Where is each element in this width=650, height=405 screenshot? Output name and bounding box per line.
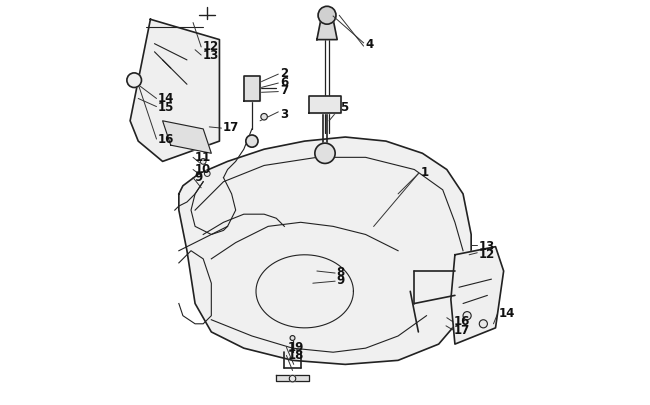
Circle shape [246,136,258,148]
Text: 12: 12 [202,40,218,53]
Polygon shape [276,375,309,381]
Text: 13: 13 [202,49,218,62]
Circle shape [463,312,471,320]
Polygon shape [130,20,220,162]
Text: 19: 19 [288,340,304,353]
Text: 4: 4 [365,38,374,51]
Text: 9: 9 [194,171,203,184]
Circle shape [289,375,296,382]
Circle shape [290,336,295,341]
Text: 1: 1 [421,166,428,179]
Text: 2: 2 [280,66,289,79]
Circle shape [261,114,267,121]
Text: 3: 3 [280,108,289,121]
Circle shape [479,320,488,328]
Text: 13: 13 [478,239,495,252]
Text: 14: 14 [499,306,515,319]
Circle shape [315,144,335,164]
Text: 16: 16 [158,132,174,145]
Text: 15: 15 [158,100,174,113]
Polygon shape [179,138,471,364]
Text: 7: 7 [280,84,289,97]
Circle shape [200,159,206,165]
Polygon shape [244,77,260,101]
Polygon shape [309,97,341,113]
Circle shape [127,74,142,88]
Text: 9: 9 [336,274,344,287]
Text: 17: 17 [223,121,239,134]
Text: 14: 14 [158,92,174,104]
Circle shape [318,7,336,25]
Text: 11: 11 [194,151,211,164]
Text: 6: 6 [280,75,289,88]
Text: 17: 17 [454,323,471,336]
Text: 5: 5 [341,101,348,114]
Text: 8: 8 [336,265,344,278]
Text: 18: 18 [288,348,304,361]
Polygon shape [451,247,504,344]
Text: 16: 16 [454,315,471,328]
Circle shape [204,171,210,177]
Text: 12: 12 [478,248,495,261]
Polygon shape [162,122,211,154]
Polygon shape [317,20,337,40]
Text: 10: 10 [194,163,211,176]
